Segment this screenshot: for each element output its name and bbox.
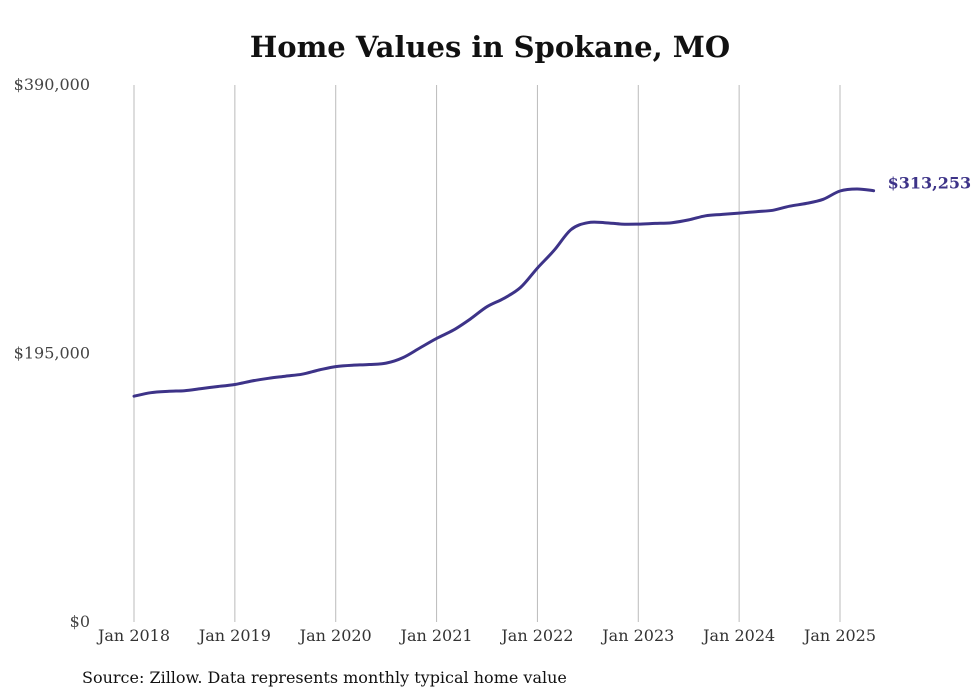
chart-title: Home Values in Spokane, MO [249,30,731,64]
y-tick-label: $390,000 [14,75,90,94]
end-value-label: $313,253 [888,174,972,193]
x-tick-label: Jan 2021 [399,626,473,645]
x-tick-label: Jan 2018 [96,626,170,645]
x-tick-label: Jan 2025 [802,626,876,645]
x-tick-label: Jan 2022 [499,626,573,645]
x-tick-label: Jan 2020 [298,626,372,645]
source-note: Source: Zillow. Data represents monthly … [82,668,567,687]
x-tick-label: Jan 2023 [600,626,674,645]
y-tick-label: $195,000 [14,344,90,363]
gridlines [133,85,841,622]
x-tick-label: Jan 2024 [701,626,775,645]
series-line [132,187,876,398]
x-axis: Jan 2018 Jan 2019 Jan 2020 Jan 2021 Jan 2022… [96,626,876,645]
x-tick-label: Jan 2019 [197,626,271,645]
y-tick-label: $0 [70,612,90,631]
y-axis: $0 $195,000 $390,000 [14,75,90,631]
